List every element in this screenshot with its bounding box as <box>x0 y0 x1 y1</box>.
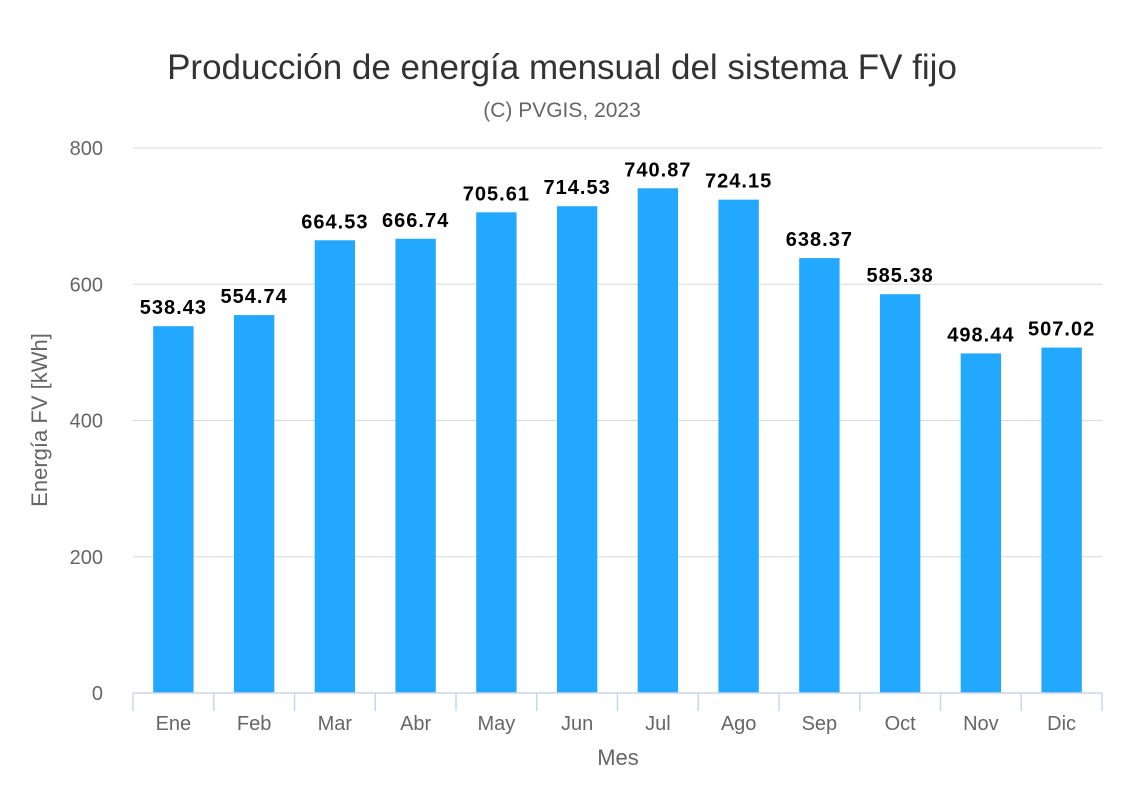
data-label: 638.37 <box>786 229 853 251</box>
bar-ene <box>153 326 194 693</box>
x-tick-label: Oct <box>885 713 917 735</box>
x-tick-label: Jul <box>645 713 671 735</box>
data-label: 666.74 <box>382 210 449 232</box>
y-gridlines <box>133 147 1102 558</box>
data-label: 714.53 <box>544 177 611 199</box>
data-label: 585.38 <box>867 265 934 287</box>
x-tick-label: Feb <box>237 713 271 735</box>
x-axis <box>132 692 1103 711</box>
data-label: 498.44 <box>947 324 1014 346</box>
data-label: 705.61 <box>463 183 530 205</box>
bar-dic <box>1041 347 1082 693</box>
bar-sep <box>799 258 840 693</box>
bar-mar <box>314 240 356 693</box>
bar-jun <box>556 206 598 693</box>
x-tick-label: Nov <box>963 713 999 735</box>
bar-ago <box>718 199 759 694</box>
chart-title: Producción de energía mensual del sistem… <box>167 48 957 87</box>
x-tick-label: Ene <box>156 713 192 735</box>
data-label: 554.74 <box>221 286 288 308</box>
bar-jul <box>637 188 679 693</box>
y-tick-label: 400 <box>70 411 103 433</box>
x-tick-label: Jun <box>561 713 593 735</box>
bar-series <box>153 188 1082 694</box>
y-axis-title: Energía FV [kWh] <box>27 333 52 507</box>
bar-may <box>476 212 517 693</box>
x-axis-tick-labels: Ene Feb Mar Abr May Jun Jul Ago Sep Oct Nov Dic <box>156 713 1076 735</box>
x-tick-label: Sep <box>802 713 838 735</box>
x-axis-title: Mes <box>597 745 639 770</box>
chart-subtitle: (C) PVGIS, 2023 <box>483 99 641 122</box>
x-tick-label: Ago <box>721 713 757 735</box>
data-label: 538.43 <box>140 297 207 319</box>
x-tick-label: Mar <box>318 713 353 735</box>
y-tick-label: 800 <box>70 138 103 160</box>
data-label: 724.15 <box>705 171 772 193</box>
y-tick-label: 0 <box>92 683 103 705</box>
y-tick-label: 200 <box>70 547 103 569</box>
x-tick-label: Abr <box>400 713 431 735</box>
bar-oct <box>879 294 921 693</box>
data-label: 507.02 <box>1028 319 1095 341</box>
x-tick-label: May <box>477 713 515 735</box>
y-axis-tick-labels: 0 200 400 600 800 <box>70 138 103 705</box>
bar-data-labels: 538.43 554.74 664.53 666.74 705.61 714.53 740.… <box>140 159 1095 346</box>
y-tick-label: 600 <box>70 274 103 296</box>
bar-abr <box>395 238 436 693</box>
data-label: 664.53 <box>301 211 368 233</box>
data-label: 740.87 <box>624 159 691 181</box>
bar-feb <box>233 315 275 693</box>
x-tick-label: Dic <box>1047 713 1076 735</box>
bar-nov <box>960 353 1002 693</box>
